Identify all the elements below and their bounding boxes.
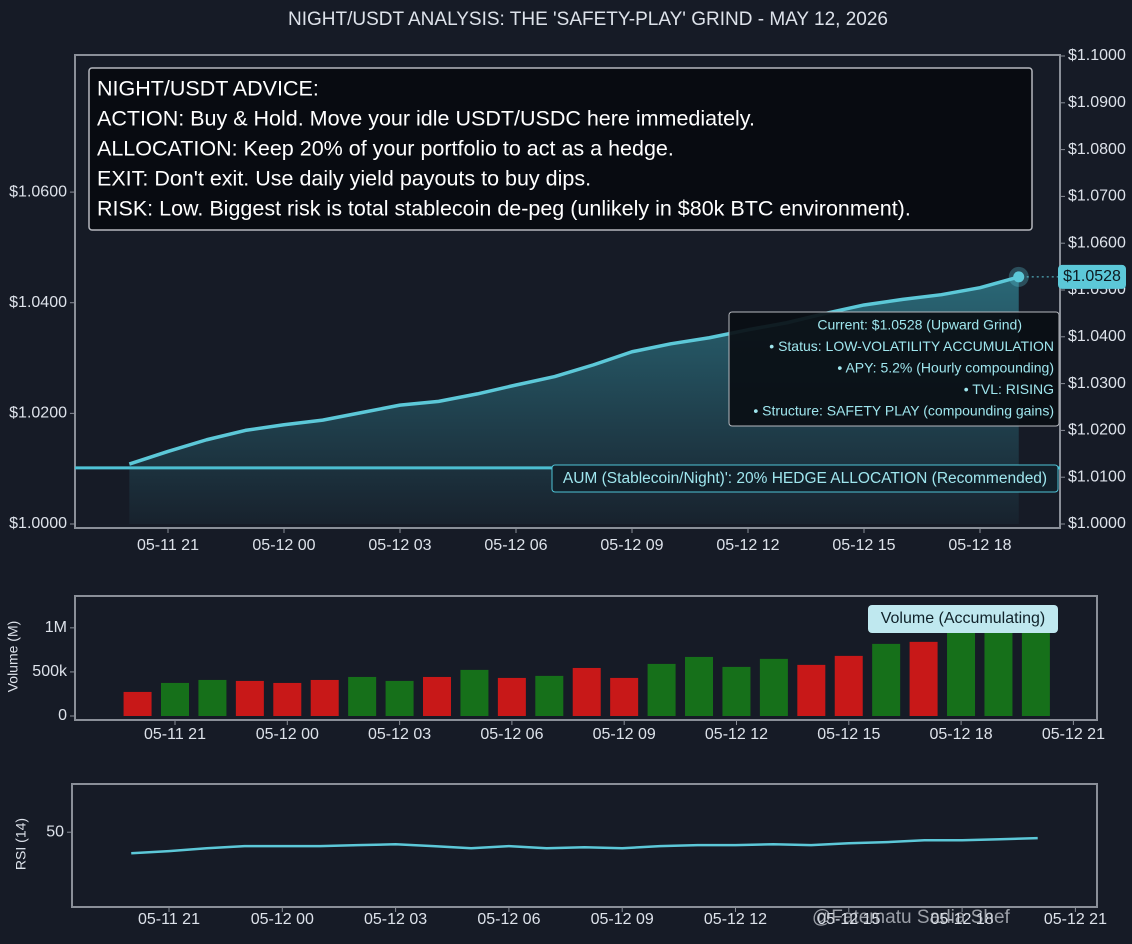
x-tick-label: 05-12 09	[600, 537, 663, 554]
current-dot	[1013, 271, 1025, 283]
price-tag-box	[1058, 264, 1126, 289]
volume-bar	[497, 677, 526, 716]
volume-bar	[872, 643, 901, 716]
volume-bar	[759, 658, 788, 716]
y-tick-label: $1.0400	[9, 294, 67, 311]
x-tick-label: 05-12 15	[817, 726, 880, 743]
y-axis-label: RSI (14)	[13, 818, 29, 870]
volume-bar	[310, 679, 339, 716]
x-tick-label: 05-12 00	[252, 537, 315, 554]
legend-box	[868, 605, 1058, 633]
volume-bar	[235, 680, 264, 716]
y-tick-label: 50	[46, 823, 64, 840]
x-tick-label: 05-12 12	[716, 537, 779, 554]
hedge-label: AUM (Stablecoin/Night)': 20% HEDGE ALLOC…	[563, 470, 1047, 487]
y2-tick-label: $1.0800	[1068, 141, 1126, 158]
hedge-label-box	[551, 464, 1059, 493]
info-line: • Status: LOW-VOLATILITY ACCUMULATION	[769, 338, 1054, 354]
price-line	[128, 275, 1020, 466]
info-line: Current: $1.0528 (Upward Grind)	[817, 317, 1022, 333]
x-tick-label: 05-12 18	[930, 726, 993, 743]
x-tick-label: 05-12 09	[593, 726, 656, 743]
y2-tick-label: $1.0400	[1068, 328, 1126, 345]
volume-bar	[535, 675, 564, 716]
advice-box	[88, 67, 1033, 231]
volume-bar	[385, 680, 414, 716]
rsi-line	[131, 836, 1038, 855]
x-tick-label: 05-12 21	[1044, 911, 1107, 928]
volume-bar	[572, 667, 601, 716]
y-tick-label: 500k	[32, 663, 68, 680]
x-tick-label: 05-11 21	[137, 537, 199, 554]
watermark: @Fatematu Sadia Shef	[812, 907, 1011, 928]
x-tick-label: 05-12 18	[948, 537, 1011, 554]
volume-bar	[685, 656, 714, 716]
x-tick-label: 05-11 21	[144, 726, 206, 743]
volume-bar	[1021, 632, 1050, 716]
volume-bar	[610, 677, 639, 716]
x-tick-label: 05-12 12	[705, 726, 768, 743]
info-line: • Structure: SAFETY PLAY (compounding ga…	[753, 403, 1054, 419]
y2-tick-label: $1.0000	[1068, 515, 1126, 532]
advice-line: NIGHT/USDT ADVICE:	[97, 77, 319, 101]
volume-bar	[647, 663, 676, 716]
volume-bar	[348, 676, 377, 716]
y2-tick-label: $1.0300	[1068, 375, 1126, 392]
legend-label: Volume (Accumulating)	[881, 610, 1046, 627]
y-axis-label: Volume (M)	[5, 621, 21, 693]
volume-bar	[273, 682, 302, 716]
y-tick-label: 0	[58, 707, 67, 724]
price-tag: $1.0528	[1063, 268, 1121, 285]
chart-title: NIGHT/USDT ANALYSIS: THE 'SAFETY-PLAY' G…	[288, 9, 888, 30]
x-tick-label: 05-12 03	[364, 911, 427, 928]
y-tick-label: $1.0200	[9, 405, 67, 422]
volume-bar	[984, 632, 1013, 716]
x-tick-label: 05-12 12	[704, 911, 767, 928]
x-tick-label: 05-12 18	[931, 911, 994, 928]
plot-frame	[74, 595, 1098, 721]
y2-tick-label: $1.0900	[1068, 94, 1126, 111]
y2-tick-label: $1.1000	[1068, 47, 1126, 64]
x-tick-label: 05-12 21	[1042, 726, 1105, 743]
y-tick-label: 1M	[45, 619, 67, 636]
x-tick-label: 05-12 03	[368, 537, 431, 554]
y2-tick-label: $1.0700	[1068, 188, 1126, 205]
volume-bar	[722, 666, 751, 716]
volume-bar	[423, 676, 452, 716]
x-tick-label: 05-11 21	[138, 911, 200, 928]
x-tick-label: 05-12 06	[480, 726, 543, 743]
y-tick-label: $1.0000	[9, 515, 67, 532]
advice-line: EXIT: Don't exit. Use daily yield payout…	[97, 167, 591, 191]
volume-bar	[909, 641, 938, 716]
x-tick-label: 05-12 06	[484, 537, 547, 554]
volume-bar	[198, 679, 227, 716]
y-tick-label: $1.0600	[9, 183, 67, 200]
y2-tick-label: $1.0100	[1068, 468, 1126, 485]
volume-bar	[947, 632, 976, 716]
volume-bar	[161, 682, 189, 716]
volume-bar	[834, 655, 863, 716]
volume-bar	[797, 664, 826, 716]
advice-line: ALLOCATION: Keep 20% of your portfolio t…	[97, 137, 674, 161]
plot-frame	[74, 54, 1061, 529]
x-tick-label: 05-12 06	[477, 911, 540, 928]
info-line: • TVL: RISING	[964, 381, 1054, 397]
x-tick-label: 05-12 15	[832, 537, 895, 554]
x-tick-label: 05-12 00	[251, 911, 314, 928]
x-tick-label: 05-12 00	[256, 726, 319, 743]
volume-bar	[460, 669, 489, 716]
x-tick-label: 05-12 15	[817, 911, 880, 928]
y2-tick-label: $1.0200	[1068, 422, 1126, 439]
plot-frame	[71, 783, 1098, 908]
info-box	[728, 311, 1060, 427]
advice-line: ACTION: Buy & Hold. Move your idle USDT/…	[97, 107, 755, 131]
x-tick-label: 05-12 09	[591, 911, 654, 928]
volume-bar	[123, 691, 152, 716]
info-line: • APY: 5.2% (Hourly compounding)	[837, 360, 1054, 376]
advice-line: RISK: Low. Biggest risk is total stablec…	[97, 197, 911, 221]
x-tick-label: 05-12 03	[368, 726, 431, 743]
y2-tick-label: $1.0600	[1068, 234, 1126, 251]
